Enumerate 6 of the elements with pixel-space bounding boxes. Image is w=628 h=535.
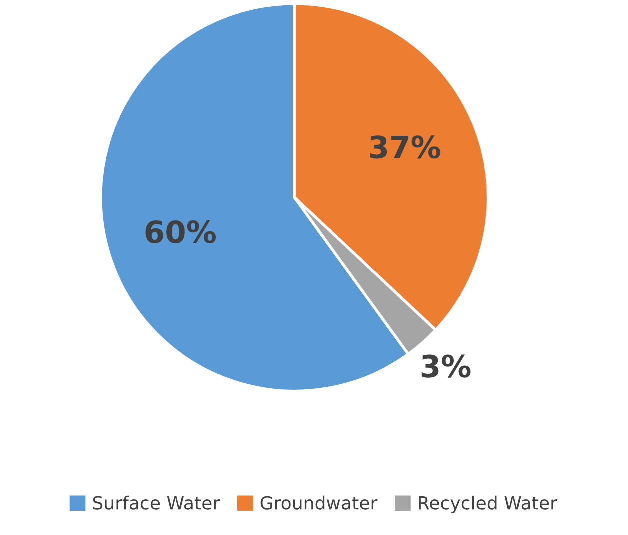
- data-label: 37%: [370, 136, 440, 159]
- legend-label: Surface Water: [93, 496, 220, 510]
- legend-label: Recycled Water: [419, 496, 558, 514]
- data-label: 3%: [422, 354, 471, 378]
- legend-label: Groundwater: [260, 496, 378, 510]
- data-label: 60%: [146, 220, 216, 244]
